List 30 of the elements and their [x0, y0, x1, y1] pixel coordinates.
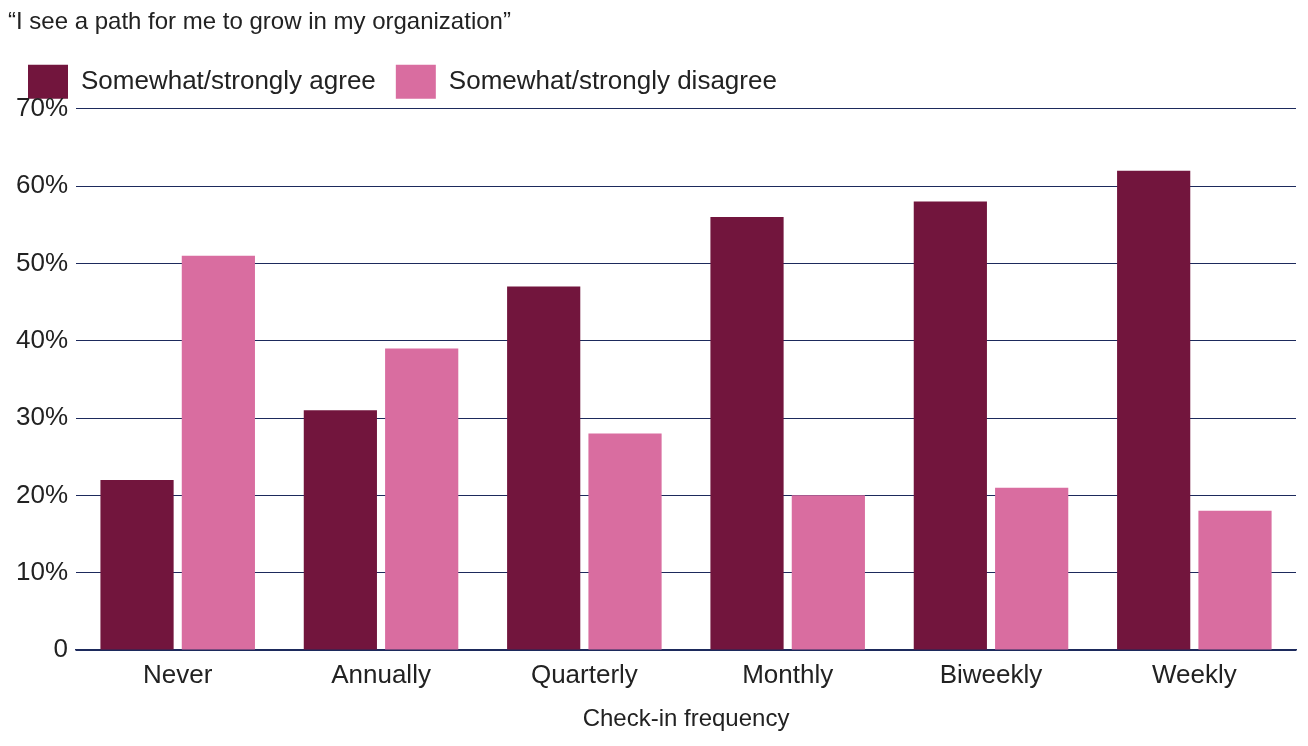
- x-tick-label: Annually: [331, 658, 431, 689]
- y-tick-label: 0: [53, 633, 69, 664]
- bar: [588, 433, 662, 650]
- y-tick-label: 30%: [15, 401, 69, 432]
- y-tick-label: 10%: [15, 555, 69, 586]
- y-tick-label: 20%: [15, 478, 69, 509]
- bar: [791, 495, 865, 650]
- bar: [100, 479, 174, 650]
- x-tick-label: Biweekly: [939, 658, 1043, 689]
- legend-label: Somewhat/strongly agree: [81, 64, 376, 95]
- bar: [507, 286, 581, 650]
- x-tick-label: Weekly: [1151, 658, 1237, 689]
- x-tick-label: Monthly: [742, 658, 834, 689]
- bar: [995, 487, 1069, 650]
- x-tick-label: Quarterly: [530, 658, 638, 689]
- x-tick-label: Never: [143, 658, 213, 689]
- bar: [710, 217, 784, 650]
- y-tick-label: 50%: [15, 246, 69, 277]
- y-tick-label: 60%: [15, 169, 69, 200]
- y-tick-label: 70%: [15, 91, 69, 122]
- chart-title: “I see a path for me to grow in my organization”: [8, 7, 511, 35]
- legend-label: Somewhat/strongly disagree: [448, 64, 777, 95]
- bar: [1198, 510, 1272, 650]
- bar: [303, 410, 377, 650]
- bar: [181, 255, 255, 650]
- y-tick-label: 40%: [15, 323, 69, 354]
- bar: [1117, 170, 1191, 650]
- bar: [385, 348, 459, 650]
- bar: [913, 201, 987, 650]
- x-axis-title: Check-in frequency: [582, 704, 790, 732]
